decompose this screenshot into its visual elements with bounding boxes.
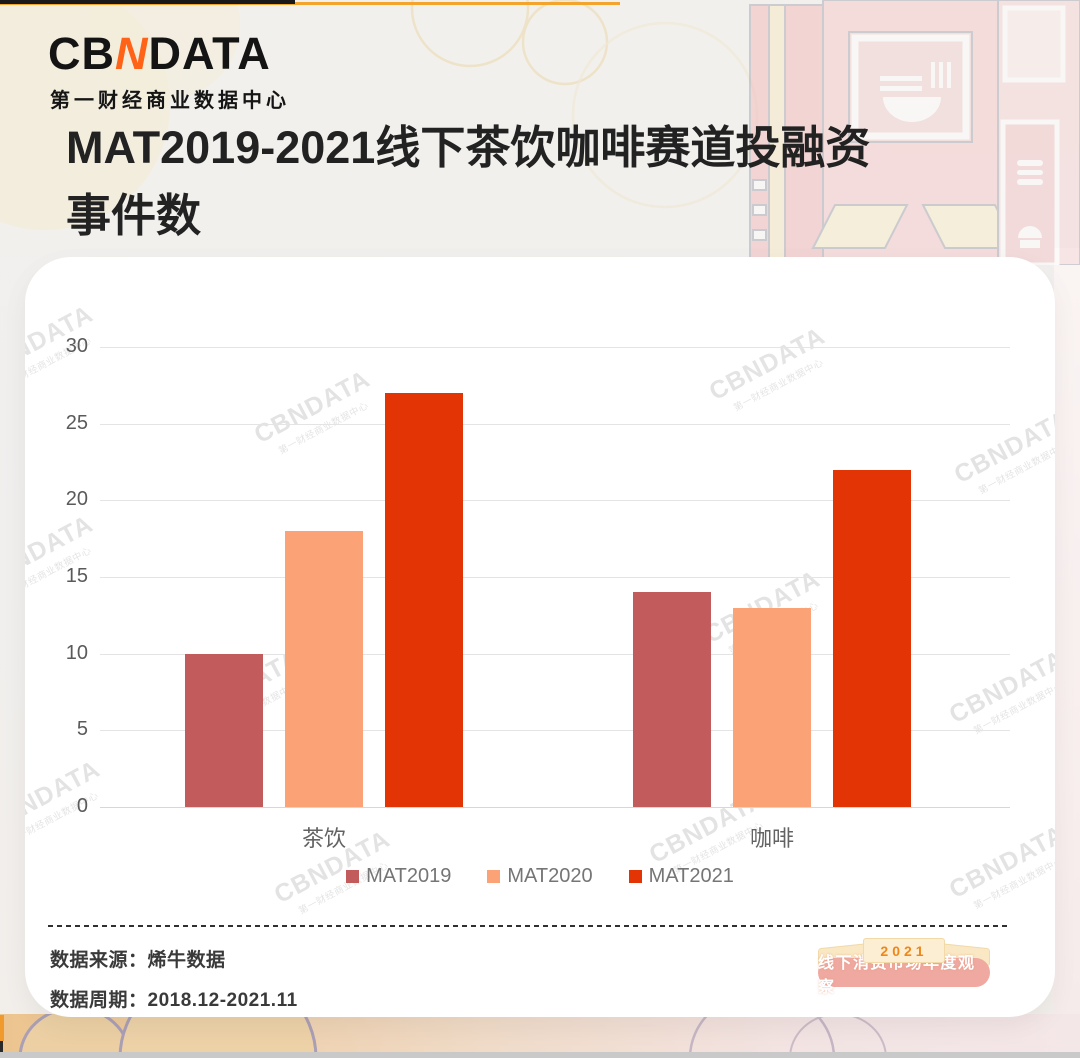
logo-part-data: DATA (148, 28, 271, 79)
left-edge-orange-mark (0, 1015, 4, 1041)
y-tick-label-30: 30 (65, 335, 88, 357)
data-source-line: 数据来源：烯牛数据 (50, 945, 226, 972)
legend-swatch-MAT2021 (628, 870, 642, 883)
legend-swatch-MAT2019 (346, 870, 360, 883)
legend-swatch-MAT2020 (487, 870, 501, 883)
bar-咖啡-MAT2021 (833, 469, 911, 807)
legend-item-MAT2020: MAT2020 (487, 865, 593, 888)
data-period-line: 数据周期：2018.12-2021.11 (50, 985, 298, 1012)
gridline-25 (100, 423, 1010, 425)
page-title-line2: 事件数 (66, 189, 202, 241)
bar-group-茶饮 (185, 393, 463, 807)
bar-茶饮-MAT2020 (285, 531, 363, 807)
y-tick-label-5: 5 (76, 718, 88, 741)
badge-label: 线下消费市场年度观察 (818, 955, 990, 996)
gridline-10 (100, 653, 1010, 655)
chart-legend: MAT2019 MAT2020 MAT2021 (25, 865, 1055, 888)
legend-item-MAT2021: MAT2021 (628, 865, 734, 888)
x-axis-label-茶饮: 茶饮 (301, 826, 346, 851)
y-tick-label-20: 20 (65, 488, 88, 511)
data-period-value: 2018.12-2021.11 (147, 990, 298, 1011)
logo-part-cb: CB (48, 28, 115, 79)
page-title: MAT2019-2021线下茶饮咖啡赛道投融资 事件数 (66, 114, 996, 249)
data-source-value: 烯牛数据 (147, 950, 226, 971)
gridline-20 (100, 500, 1010, 502)
gridline-5 (100, 730, 1010, 732)
bar-茶饮-MAT2021 (385, 393, 463, 807)
gridline-30 (100, 347, 1010, 348)
y-tick-label-15: 15 (65, 565, 88, 587)
badge-ribbon: 2021 (818, 938, 990, 967)
bar-咖啡-MAT2020 (733, 607, 811, 807)
bar-group-咖啡 (633, 469, 911, 807)
bar-咖啡-MAT2019 (633, 592, 711, 807)
x-axis-label-咖啡: 咖啡 (749, 826, 794, 851)
cbndata-logo: CBNDATA (48, 28, 271, 80)
gridline-0 (100, 807, 1010, 808)
plot-area: 0 5 10 15 20 25 30 茶饮 咖啡 (66, 335, 1010, 851)
data-source-label: 数据来源： (50, 950, 148, 971)
legend-item-MAT2019: MAT2019 (346, 865, 451, 888)
page-title-line1: MAT2019-2021线下茶饮咖啡赛道投融资 (66, 122, 871, 173)
annual-report-badge: 2021 线下消费市场年度观察 (818, 938, 990, 996)
y-tick-label-25: 25 (65, 411, 88, 434)
left-edge-black-mark (0, 1041, 3, 1052)
y-tick-label-0: 0 (76, 795, 88, 817)
legend-label-MAT2019: MAT2019 (366, 865, 452, 887)
dashed-divider (48, 925, 1010, 927)
legend-label-MAT2020: MAT2020 (507, 865, 593, 887)
chart-card: CBNDATA 第一财经商业数据中心 CBNDATA 第一财经商业数据中心 CBNDAT… (25, 257, 1055, 1017)
logo-tagline: 第一财经商业数据中心 (50, 90, 290, 112)
bottom-gray-bar (0, 1052, 1080, 1058)
logo-part-n-accent: N (115, 28, 149, 79)
bar-茶饮-MAT2019 (185, 653, 263, 807)
right-background-strip (1054, 248, 1080, 1018)
y-tick-label-10: 10 (65, 641, 88, 664)
legend-label-MAT2021: MAT2021 (648, 865, 734, 887)
badge-year: 2021 (863, 938, 945, 963)
gridline-15 (100, 577, 1010, 578)
data-period-label: 数据周期： (50, 990, 148, 1011)
top-orange-line (0, 2, 620, 5)
top-black-bar (0, 0, 295, 4)
